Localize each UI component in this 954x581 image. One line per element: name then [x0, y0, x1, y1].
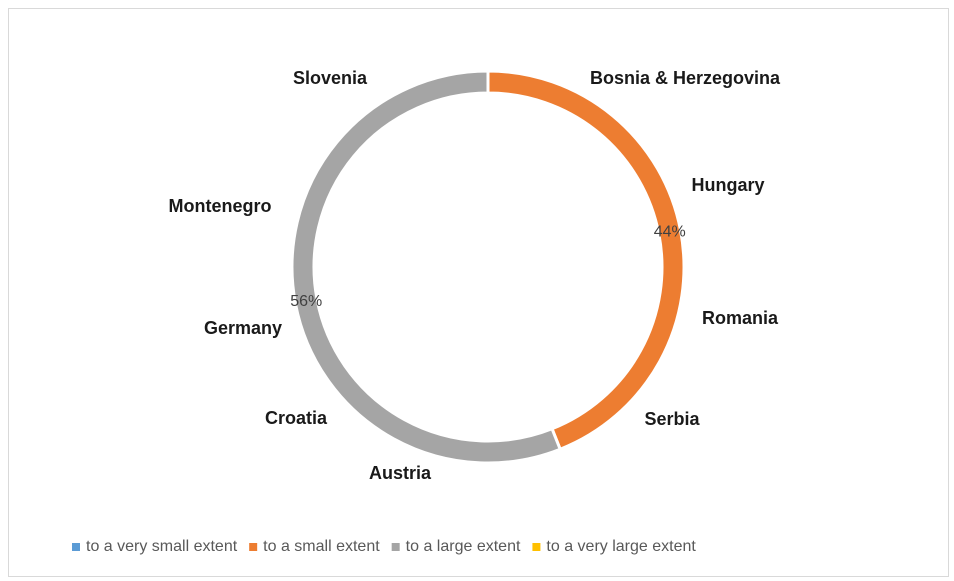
legend-marker: [532, 543, 541, 551]
legend-marker: [249, 543, 258, 551]
annotation: Bosnia & Herzegovina: [590, 68, 781, 88]
legend-label: to a very large extent: [546, 538, 696, 555]
annotation: Serbia: [644, 409, 700, 429]
annotation: Croatia: [265, 408, 328, 428]
annotation: Romania: [702, 308, 779, 328]
annotation: Germany: [204, 318, 282, 338]
data-label: 44%: [654, 224, 686, 241]
annotation: Montenegro: [169, 196, 272, 216]
chart-frame: [8, 8, 949, 577]
legend-label: to a large extent: [406, 538, 521, 555]
annotation: Austria: [369, 463, 432, 483]
data-label: 56%: [290, 293, 322, 310]
legend-label: to a very small extent: [86, 538, 238, 555]
legend-marker: [72, 543, 80, 551]
legend-label: to a small extent: [263, 538, 380, 555]
annotation: Slovenia: [293, 68, 368, 88]
legend-marker: [391, 543, 400, 551]
annotation: Hungary: [691, 175, 764, 195]
